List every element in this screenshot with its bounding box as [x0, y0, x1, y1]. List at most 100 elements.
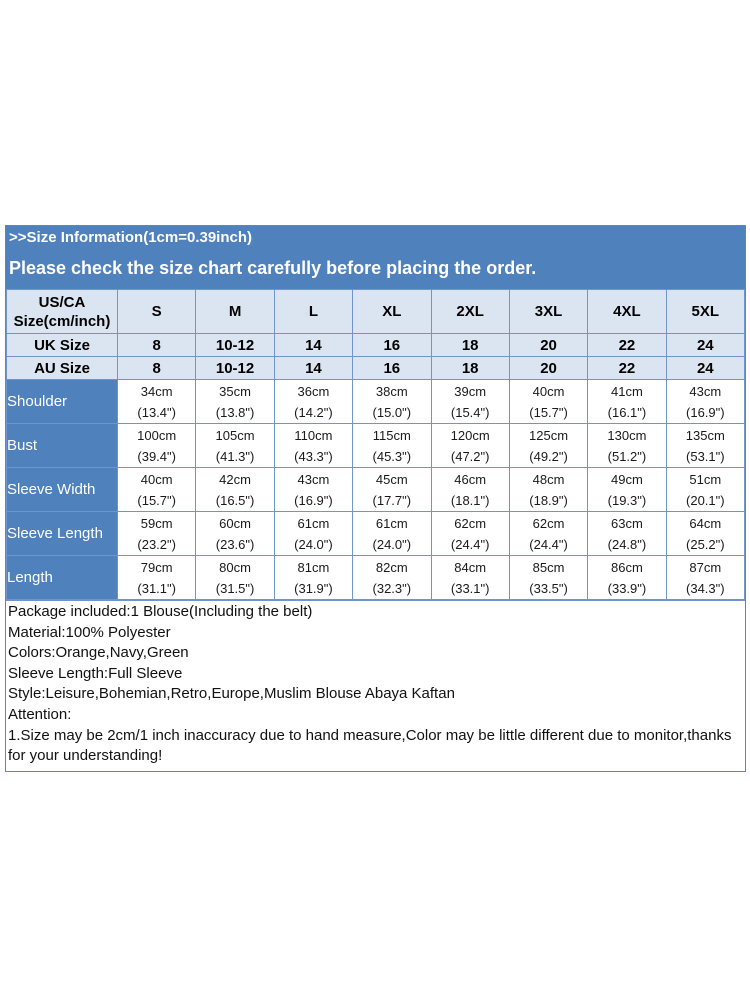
cm-value: 60cm — [219, 515, 251, 531]
measurement-cell: 85cm (33.5") — [508, 555, 589, 600]
uk-size-value: 22 — [587, 333, 667, 357]
inch-value: (31.1") — [137, 580, 176, 596]
measurement-cell: 130cm (51.2") — [587, 423, 667, 468]
style-note: Style:Leisure,Bohemian,Retro,Europe,Musl… — [8, 685, 455, 703]
inch-value: (34.3") — [686, 580, 725, 596]
measurement-cell: 125cm (49.2") — [508, 423, 589, 468]
measurement-cell: 60cm (23.6") — [195, 511, 275, 556]
cm-value: 64cm — [689, 515, 722, 531]
bust-label: Bust — [6, 423, 118, 468]
au-size-value: 8 — [116, 356, 197, 380]
measurement-cell: 40cm (15.7") — [116, 467, 197, 512]
inch-value: (13.8") — [215, 404, 255, 420]
inch-value: (33.5") — [529, 580, 568, 596]
uk-size-value: 14 — [273, 333, 354, 357]
measurement-cell: 39cm (15.4") — [430, 379, 510, 424]
attention-heading: Attention: — [8, 705, 72, 723]
measurement-cell: 59cm (23.2") — [116, 511, 197, 556]
cm-value: 120cm — [450, 427, 490, 443]
cm-value: 105cm — [215, 427, 255, 443]
measurement-cell: 63cm (24.8") — [587, 511, 667, 556]
inch-value: (39.4") — [137, 448, 176, 464]
measurement-cell: 115cm (45.3") — [352, 423, 432, 468]
size-info-heading: >>Size Information(1cm=0.39inch) — [9, 229, 252, 246]
inch-value: (15.4") — [450, 404, 490, 420]
inch-value: (15.0") — [372, 404, 412, 420]
inch-value: (24.0") — [372, 536, 412, 552]
inch-value: (23.2") — [137, 536, 176, 552]
sleeve-length-row: Sleeve Length 59cm (23.2") 60cm (23.6") 61cm (… — [6, 511, 746, 556]
inch-value: (25.2") — [686, 536, 725, 552]
cm-value: 51cm — [689, 471, 722, 487]
cm-value: 38cm — [375, 383, 408, 399]
uk-size-value: 10-12 — [195, 333, 275, 357]
inch-value: (51.2") — [607, 448, 647, 464]
cm-value: 82cm — [375, 559, 408, 575]
inch-value: (19.3") — [607, 492, 647, 508]
measurement-cell: 45cm (17.7") — [352, 467, 432, 512]
cm-value: 81cm — [297, 559, 330, 575]
measurement-cell: 62cm (24.4") — [430, 511, 510, 556]
au-size-value: 16 — [352, 356, 432, 380]
inch-value: (43.3") — [294, 448, 333, 464]
au-size-value: 20 — [508, 356, 589, 380]
measurement-cell: 43cm (16.9") — [273, 467, 354, 512]
inch-value: (20.1") — [686, 492, 725, 508]
measurement-cell: 62cm (24.4") — [508, 511, 589, 556]
cm-value: 80cm — [219, 559, 251, 575]
cm-value: 110cm — [294, 427, 333, 443]
cm-value: 130cm — [607, 427, 647, 443]
inch-value: (47.2") — [450, 448, 490, 464]
au-size-value: 18 — [430, 356, 510, 380]
measurement-cell: 84cm (33.1") — [430, 555, 510, 600]
size-label: XL — [352, 289, 432, 334]
measurement-cell: 120cm (47.2") — [430, 423, 510, 468]
cm-value: 100cm — [137, 427, 177, 443]
uk-size-label: UK Size — [6, 333, 118, 357]
inch-value: (24.4") — [450, 536, 490, 552]
cm-value: 79cm — [140, 559, 173, 575]
length-label: Length — [6, 555, 118, 600]
cm-value: 62cm — [532, 515, 565, 531]
size-header-row: US/CA Size(cm/inch) S M L XL 2XL 3XL 4XL… — [6, 289, 746, 334]
measurement-cell: 61cm (24.0") — [273, 511, 354, 556]
measurement-cell: 34cm (13.4") — [116, 379, 197, 424]
cm-value: 43cm — [297, 471, 330, 487]
cm-value: 45cm — [375, 471, 408, 487]
au-size-value: 24 — [665, 356, 746, 380]
measurement-cell: 49cm (19.3") — [587, 467, 667, 512]
size-table: US/CA Size(cm/inch) S M L XL 2XL 3XL 4XL… — [6, 289, 746, 600]
inch-value: (33.9") — [607, 580, 647, 596]
sleeve-width-row: Sleeve Width 40cm (15.7") 42cm (16.5") 43cm (1… — [6, 467, 746, 512]
size-chart-sheet: >>Size Information(1cm=0.39inch) Please … — [5, 225, 746, 772]
accuracy-note: 1.Size may be 2cm/1 inch inaccuracy due … — [8, 726, 732, 765]
inch-value: (18.9") — [529, 492, 568, 508]
uk-size-value: 20 — [508, 333, 589, 357]
measurement-cell: 42cm (16.5") — [195, 467, 275, 512]
inch-value: (24.4") — [529, 536, 568, 552]
shoulder-label: Shoulder — [6, 379, 118, 424]
bust-row: Bust 100cm (39.4") 105cm (41.3") 110cm (43.3")… — [6, 423, 746, 468]
package-note: Package included:1 Blouse(Including the … — [8, 603, 313, 620]
au-size-value: 14 — [273, 356, 354, 380]
inch-value: (49.2") — [529, 448, 568, 464]
inch-value: (32.3") — [372, 580, 412, 596]
inch-value: (24.0") — [294, 536, 333, 552]
uk-size-value: 24 — [665, 333, 746, 357]
measurement-cell: 105cm (41.3") — [195, 423, 275, 468]
product-notes: Package included:1 Blouse(Including the … — [6, 600, 745, 771]
inch-value: (23.6") — [215, 536, 255, 552]
uk-size-row: UK Size 8 10-12 14 16 18 20 22 24 — [6, 333, 746, 357]
inch-value: (13.4") — [137, 404, 176, 420]
uk-size-value: 18 — [430, 333, 510, 357]
measurement-cell: 61cm (24.0") — [352, 511, 432, 556]
measurement-cell: 46cm (18.1") — [430, 467, 510, 512]
measurement-cell: 41cm (16.1") — [587, 379, 667, 424]
inch-value: (16.1") — [607, 404, 647, 420]
measurement-cell: 87cm (34.3") — [665, 555, 746, 600]
inch-value: (16.9") — [294, 492, 333, 508]
measurement-cell: 79cm (31.1") — [116, 555, 197, 600]
cm-value: 36cm — [297, 383, 330, 399]
size-chart-header: >>Size Information(1cm=0.39inch) Please … — [6, 226, 745, 289]
cm-value: 41cm — [611, 383, 643, 399]
